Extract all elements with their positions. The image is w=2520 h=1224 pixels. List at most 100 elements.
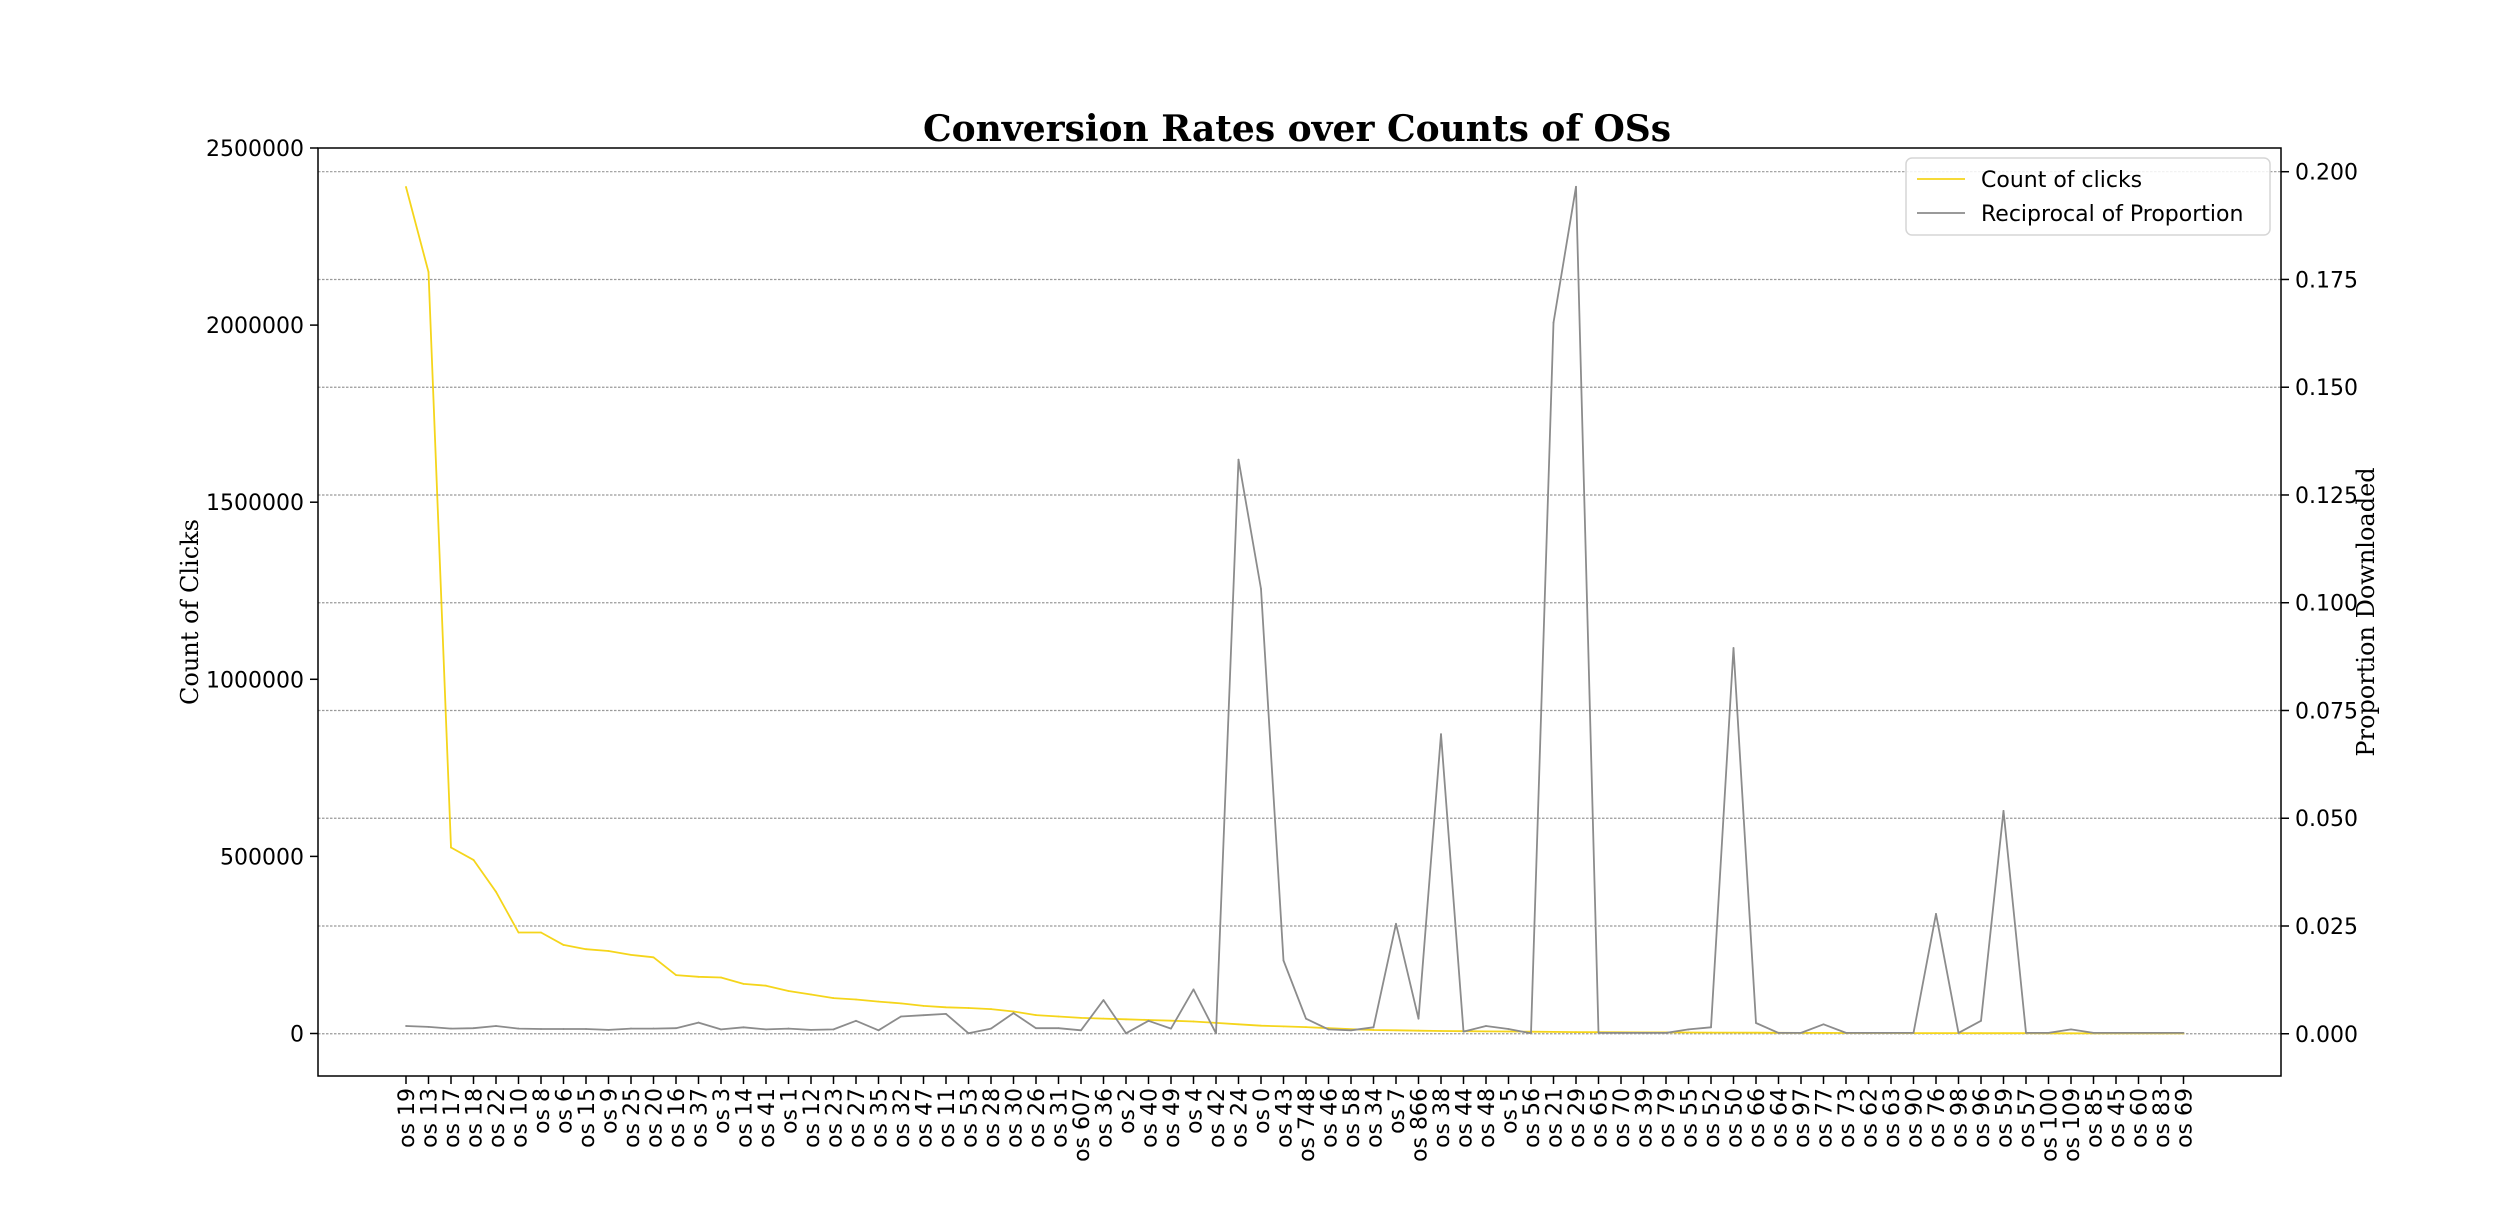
data-point xyxy=(1237,458,1240,461)
data-point xyxy=(1057,1027,1060,1030)
legend-box xyxy=(1905,157,2271,236)
x-tick-label: os 1 xyxy=(778,1088,803,1134)
data-point xyxy=(1867,1031,1870,1034)
data-point xyxy=(1552,1031,1555,1033)
data-point xyxy=(1710,1031,1712,1034)
data-point xyxy=(1980,1032,1982,1035)
data-point xyxy=(1170,1019,1172,1022)
data-point xyxy=(1912,1031,1915,1034)
data-point xyxy=(427,271,430,273)
x-tick-label: os 66 xyxy=(1745,1088,1770,1148)
y-tick-label: 1500000 xyxy=(206,491,304,516)
data-point xyxy=(742,983,745,985)
x-tick-label: os 14 xyxy=(733,1088,758,1148)
x-tick-label: os 96 xyxy=(1970,1088,1995,1148)
x-tick-label: os 56 xyxy=(1520,1088,1545,1148)
data-point xyxy=(1170,1027,1172,1030)
data-point xyxy=(517,1027,520,1030)
x-tick-label: os 18 xyxy=(463,1088,488,1148)
data-point xyxy=(1642,1031,1645,1034)
plot-frame xyxy=(317,147,2282,1077)
gridlines xyxy=(318,171,2281,1035)
x-tick-label: os 748 xyxy=(1295,1088,1320,1162)
x-tick-label: os 100 xyxy=(2038,1088,2063,1162)
data-point xyxy=(2182,1031,2185,1034)
data-point xyxy=(855,1019,857,1022)
data-point xyxy=(697,975,700,978)
data-point xyxy=(1057,1015,1060,1018)
data-point xyxy=(1620,1031,1622,1034)
x-tick-label: os 32 xyxy=(890,1088,915,1148)
data-point xyxy=(1822,1023,1825,1026)
data-point xyxy=(1395,1029,1397,1032)
data-point xyxy=(405,1025,407,1027)
data-point xyxy=(2137,1031,2140,1034)
data-point xyxy=(720,1028,722,1031)
data-point xyxy=(855,998,857,1001)
data-point xyxy=(1665,1031,1667,1034)
data-point xyxy=(1440,1030,1442,1032)
data-point xyxy=(810,1028,812,1031)
data-point xyxy=(1035,1027,1037,1030)
data-point xyxy=(450,1027,452,1030)
x-tick-label: os 16 xyxy=(665,1088,690,1148)
data-point xyxy=(967,1007,970,1009)
data-point xyxy=(787,1027,790,1030)
data-point xyxy=(1035,1014,1037,1016)
data-point xyxy=(742,1026,745,1029)
y2-tick-label: 0.100 xyxy=(2295,592,2358,617)
x-tick-label: os 53 xyxy=(958,1088,983,1148)
x-tick-label: os 10 xyxy=(508,1088,533,1148)
data-point xyxy=(1507,1028,1510,1030)
x-tick-label: os 70 xyxy=(1610,1088,1635,1148)
data-point xyxy=(697,1021,700,1024)
x-tick-label: os 12 xyxy=(800,1088,825,1148)
y2-tick-label: 0.000 xyxy=(2295,1023,2358,1048)
y2-tick-label: 0.150 xyxy=(2295,376,2358,401)
data-point xyxy=(900,1002,902,1005)
series-line-1 xyxy=(405,185,2184,1035)
x-tick-label: os 3 xyxy=(710,1088,735,1134)
data-point xyxy=(990,1027,992,1030)
x-tick-label: os 50 xyxy=(1723,1088,1748,1148)
data-point xyxy=(900,1015,902,1018)
data-point xyxy=(540,1028,542,1030)
x-tick-label: os 41 xyxy=(755,1088,780,1148)
data-point xyxy=(967,1032,970,1035)
data-point xyxy=(1192,1020,1195,1023)
data-point xyxy=(1935,1032,1937,1035)
x-tick-label: os 24 xyxy=(1228,1088,1253,1148)
data-point xyxy=(1125,1032,1127,1035)
x-tick-label: os 31 xyxy=(1048,1088,1073,1148)
data-point xyxy=(990,1008,992,1010)
y-tick-label: 1000000 xyxy=(206,668,304,693)
x-tick-label: os 17 xyxy=(440,1088,465,1148)
data-point xyxy=(2070,1032,2072,1035)
data-point xyxy=(495,890,497,893)
y2-tick-label: 0.200 xyxy=(2295,161,2358,186)
data-point xyxy=(1012,1012,1015,1014)
data-point xyxy=(585,1028,587,1030)
x-tick-label: os 58 xyxy=(1340,1088,1365,1148)
data-point xyxy=(1395,922,1397,925)
data-point xyxy=(2047,1031,2050,1034)
data-point xyxy=(2002,1032,2005,1035)
data-point xyxy=(2002,810,2005,812)
data-point xyxy=(1507,1030,1510,1033)
data-point xyxy=(1192,988,1195,991)
x-tick-label: os 34 xyxy=(1363,1088,1388,1148)
data-point xyxy=(1462,1030,1465,1033)
x-tick-label: os 44 xyxy=(1453,1088,1478,1148)
x-tick-label: os 13 xyxy=(418,1088,443,1148)
data-point xyxy=(787,990,790,992)
x-tick-label: os 26 xyxy=(1025,1088,1050,1148)
x-tick-label: os 866 xyxy=(1408,1088,1433,1162)
x-tick-label: os 35 xyxy=(868,1088,893,1148)
data-point xyxy=(832,1028,835,1031)
data-point xyxy=(720,976,722,979)
x-tick-label: os 607 xyxy=(1070,1088,1095,1162)
x-tick-label: os 97 xyxy=(1790,1088,1815,1148)
data-point xyxy=(630,953,632,956)
x-tick-label: os 76 xyxy=(1925,1088,1950,1148)
